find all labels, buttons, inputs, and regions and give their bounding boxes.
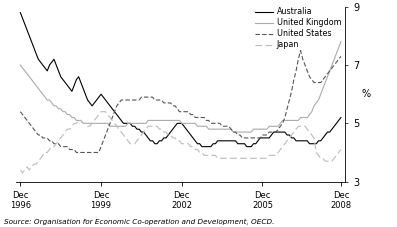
United Kingdom [278, 122, 283, 125]
Y-axis label: %: % [362, 89, 371, 99]
United States [74, 151, 79, 154]
United States [278, 125, 283, 128]
Australia [339, 116, 343, 119]
Japan [251, 157, 256, 160]
Japan [339, 148, 343, 151]
United Kingdom [18, 64, 23, 67]
Legend: Australia, United Kingdom, United States, Japan: Australia, United Kingdom, United States… [255, 7, 341, 49]
United Kingdom [231, 131, 236, 133]
United States [298, 49, 303, 52]
Australia [40, 64, 45, 67]
United Kingdom [283, 119, 287, 122]
Australia [18, 11, 23, 14]
Japan [18, 169, 23, 171]
Australia [117, 116, 121, 119]
United States [65, 145, 70, 148]
Australia [278, 131, 283, 133]
United Kingdom [40, 93, 45, 96]
United States [339, 55, 343, 58]
Japan [285, 139, 289, 142]
United States [283, 116, 287, 119]
United Kingdom [249, 131, 254, 133]
Australia [283, 131, 287, 133]
United Kingdom [339, 40, 343, 43]
Text: Source: Organisation for Economic Co-operation and Development, OECD.: Source: Organisation for Economic Co-ope… [4, 219, 274, 225]
Japan [121, 134, 126, 136]
Japan [67, 128, 72, 131]
United States [249, 137, 254, 139]
Japan [42, 151, 47, 154]
United Kingdom [117, 125, 121, 128]
Line: Australia: Australia [20, 13, 341, 147]
United Kingdom [65, 113, 70, 116]
United States [18, 110, 23, 113]
Australia [249, 145, 254, 148]
Line: United Kingdom: United Kingdom [20, 42, 341, 132]
Australia [65, 84, 70, 87]
United States [40, 137, 45, 139]
Line: Japan: Japan [20, 112, 341, 173]
Line: United States: United States [20, 50, 341, 153]
Japan [99, 110, 104, 113]
United States [119, 99, 123, 101]
Australia [200, 145, 204, 148]
Japan [280, 145, 285, 148]
Japan [20, 172, 25, 174]
